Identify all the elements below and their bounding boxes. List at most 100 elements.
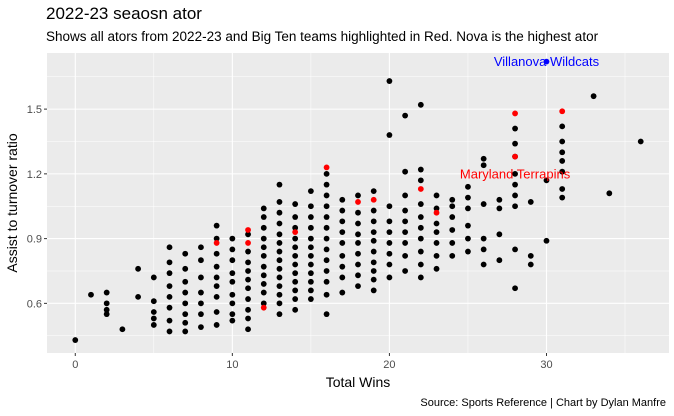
data-point [323, 181, 330, 188]
data-point [417, 214, 424, 220]
data-point [260, 235, 267, 242]
data-point [292, 244, 299, 251]
data-point [260, 304, 267, 311]
data-point [198, 257, 204, 264]
data-point [245, 259, 251, 266]
data-point [543, 58, 550, 65]
data-point [292, 278, 299, 285]
data-point [339, 196, 346, 203]
data-point [198, 324, 204, 331]
data-point [198, 244, 204, 251]
data-point [182, 319, 189, 326]
data-point [307, 287, 314, 294]
data-point [355, 261, 361, 268]
data-point [480, 201, 487, 207]
data-point [166, 293, 173, 300]
x-tick-label: 10 [226, 359, 238, 371]
data-point [637, 138, 644, 145]
data-point [386, 218, 393, 225]
data-point [229, 270, 236, 277]
data-point [449, 240, 456, 246]
data-point [229, 317, 236, 324]
data-point [150, 309, 157, 315]
data-point [433, 229, 440, 236]
data-point [402, 252, 409, 259]
data-point [72, 337, 79, 343]
chart-title: 2022-23 seaosn ator [46, 4, 202, 23]
data-point [559, 149, 566, 156]
data-point [198, 274, 204, 281]
data-point [229, 311, 236, 318]
data-point [355, 250, 361, 257]
data-point [323, 257, 330, 264]
data-point [386, 261, 393, 268]
data-point [245, 231, 251, 238]
data-point [229, 257, 236, 264]
data-point [402, 229, 409, 236]
data-point [276, 283, 283, 289]
data-point [276, 181, 283, 188]
data-point [512, 203, 518, 210]
data-point [198, 289, 204, 296]
data-point [245, 326, 251, 333]
data-point [182, 289, 189, 296]
data-point [449, 227, 456, 233]
data-point [292, 261, 299, 268]
x-tick-label: 0 [72, 359, 78, 371]
data-point [260, 272, 267, 279]
data-point [449, 214, 456, 220]
data-point [276, 265, 283, 272]
data-point [276, 248, 283, 255]
data-point [213, 283, 220, 289]
data-point [260, 289, 267, 296]
data-point [323, 224, 330, 231]
data-point [213, 322, 220, 328]
data-point [307, 244, 314, 251]
data-point [166, 304, 173, 311]
data-point [480, 162, 487, 169]
data-point [150, 274, 157, 281]
data-point [402, 192, 409, 199]
data-point [292, 224, 299, 231]
data-point [166, 259, 173, 266]
data-point [480, 235, 487, 242]
data-point [402, 207, 409, 214]
data-point [213, 222, 220, 229]
data-point [292, 214, 299, 220]
data-point [465, 222, 471, 229]
data-point [465, 194, 471, 201]
annotation-label: Maryland Terrapins [460, 166, 571, 181]
data-point [370, 196, 377, 203]
data-point [370, 268, 377, 274]
data-point [182, 278, 189, 285]
data-point [229, 246, 236, 253]
data-point [402, 112, 409, 119]
data-point [307, 224, 314, 231]
data-point [386, 229, 393, 236]
data-point [307, 252, 314, 259]
data-point [276, 291, 283, 298]
data-point [166, 270, 173, 277]
data-point [512, 181, 518, 188]
data-point [339, 252, 346, 259]
data-point [543, 177, 550, 184]
data-point [370, 287, 377, 294]
data-point [119, 326, 126, 333]
data-point [512, 192, 518, 199]
y-tick-label: 1.5 [27, 104, 42, 116]
data-point [496, 205, 503, 212]
data-point [260, 300, 267, 307]
data-point [323, 214, 330, 220]
data-point [182, 311, 189, 318]
data-point [449, 252, 456, 259]
data-point [370, 207, 377, 214]
data-point [417, 166, 424, 173]
data-point [88, 291, 94, 298]
data-point [198, 300, 204, 307]
data-point [213, 235, 220, 242]
annotations: Villanova Wildcats Maryland Terrapins [460, 54, 600, 181]
data-point [386, 240, 393, 246]
data-point [465, 235, 471, 242]
data-point [276, 274, 283, 281]
y-axis-title: Assist to turnover ratio [4, 133, 20, 272]
